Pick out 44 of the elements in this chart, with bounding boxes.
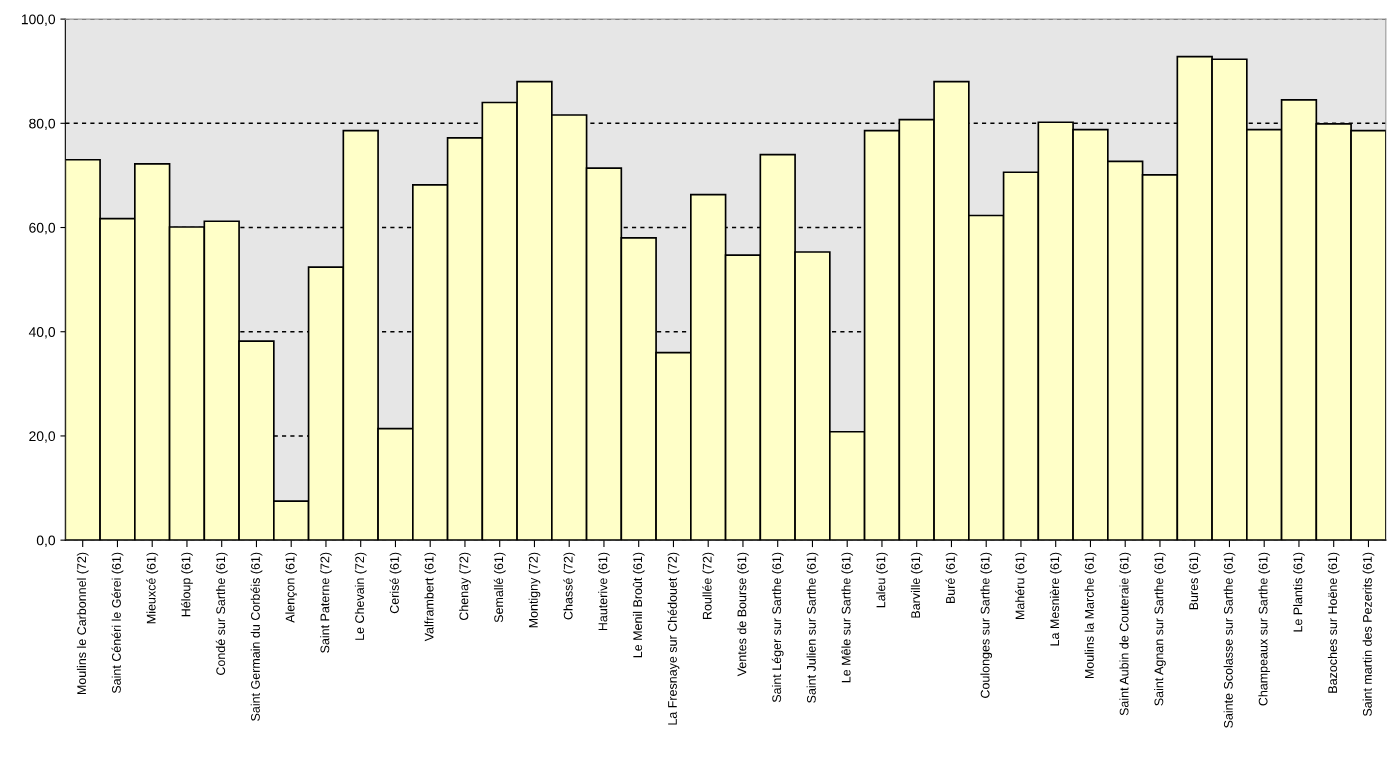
x-tick-label: La Fresnaye sur Chédouet (72) bbox=[667, 552, 680, 725]
y-tick-label: 20,0 bbox=[29, 431, 56, 443]
x-tick-label: Cerisé (61) bbox=[389, 552, 402, 614]
x-tick-label: Bures (61) bbox=[1188, 552, 1201, 610]
x-tick-label: Coulonges sur Sarthe (61) bbox=[980, 552, 993, 698]
y-tick-label: 60,0 bbox=[29, 222, 56, 235]
x-tick-label: Champeaux sur Sarthe (61) bbox=[1258, 552, 1271, 706]
x-tick-label: Saint Cénéri le Gérei (61) bbox=[111, 552, 124, 694]
y-tick-label: 100,0 bbox=[21, 14, 56, 26]
x-tick-label: Saint Paterne (72) bbox=[320, 552, 332, 653]
x-tick-label: Chassé (72) bbox=[563, 552, 576, 620]
x-tick-label: Sainte Scolasse sur Sarthe (61) bbox=[1223, 552, 1236, 728]
x-tick-label: Valframbert (61) bbox=[424, 552, 437, 642]
x-tick-label: Le Plantis (61) bbox=[1293, 552, 1305, 632]
x-tick-label: Le Menil Broût (61) bbox=[632, 552, 645, 658]
x-tick-label: Hauterive (61) bbox=[598, 552, 610, 631]
x-tick-label: Condé sur Sarthe (61) bbox=[215, 552, 228, 675]
x-tick-label: Saint Agnan sur Sarthe (61) bbox=[1154, 552, 1166, 706]
x-tick-label: Moulins la Marche (61) bbox=[1084, 552, 1097, 679]
x-tick-label: Chenay (72) bbox=[459, 552, 471, 621]
x-tick-label: La Mesnière (61) bbox=[1049, 552, 1062, 646]
x-tick-label: Barville (61) bbox=[910, 552, 923, 618]
x-tick-label: Laleu (61) bbox=[876, 552, 888, 608]
x-tick-label: Mieuxcé (61) bbox=[146, 552, 159, 624]
x-tick-label: Le Chevain (72) bbox=[354, 552, 367, 640]
x-tick-label: Montigny (72) bbox=[528, 552, 541, 628]
x-tick-label: Alençon (61) bbox=[285, 552, 298, 623]
x-tick-label: Mahéru (61) bbox=[1015, 552, 1027, 620]
x-tick-label: Le Mêle sur Sarthe (61) bbox=[841, 552, 854, 683]
x-tick-label: Roullée (72) bbox=[702, 552, 715, 620]
x-tick-label: Saint Léger sur Sarthe (61) bbox=[771, 552, 784, 703]
x-tick-label: Buré (61) bbox=[945, 552, 958, 604]
x-tick-label: Saint Germain du Corbéis (61) bbox=[250, 552, 263, 721]
x-tick-label: Saint Julien sur Sarthe (61) bbox=[806, 552, 819, 703]
x-tick-label: Moulins le Carbonnel (72) bbox=[76, 552, 89, 695]
x-tick-label: Héloup (61) bbox=[181, 552, 193, 617]
y-tick-label: 80,0 bbox=[29, 118, 56, 131]
x-tick-label: Saint Aubin de Couteraie (61) bbox=[1119, 552, 1132, 716]
y-tick-label: 40,0 bbox=[28, 327, 56, 339]
y-tick-label: 0,0 bbox=[36, 535, 56, 547]
x-tick-label: Semallé (61) bbox=[493, 552, 506, 623]
x-tick-label: Ventes de Bourse (61) bbox=[737, 552, 749, 677]
x-tick-label: Saint martin des Pezerits (61) bbox=[1362, 552, 1375, 717]
x-tick-label: Bazoches sur Hoëne (61) bbox=[1327, 552, 1340, 693]
